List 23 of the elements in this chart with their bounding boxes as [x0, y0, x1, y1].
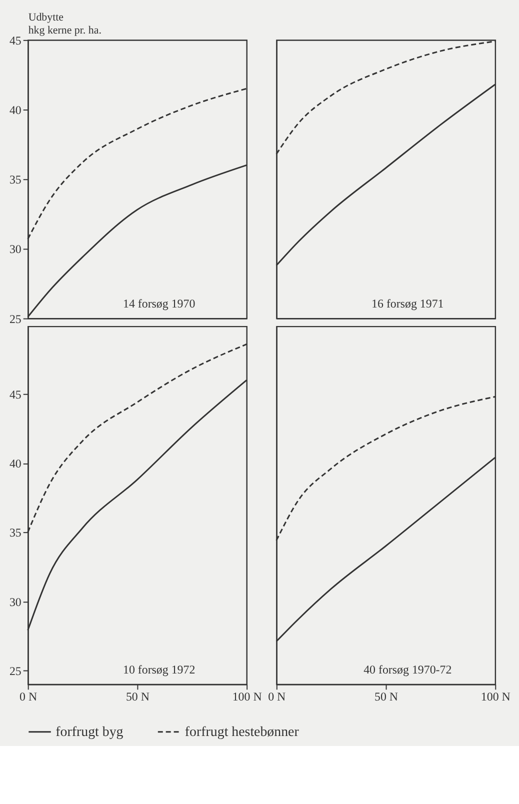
- y-tick-label: 40: [9, 102, 22, 117]
- y-tick-label: 30: [9, 594, 22, 609]
- annotation: 10 forsøg 1972: [122, 662, 196, 676]
- y-tick-label: 40: [9, 456, 22, 471]
- y-tick-label: 25: [9, 664, 22, 678]
- y-tick-label: 45: [9, 33, 22, 48]
- y-axis-title: Udbytte hkg kerne pr. ha.: [28, 12, 102, 36]
- x-tick-label: 100 N: [232, 690, 262, 704]
- y-tick-label: 30: [9, 242, 22, 256]
- y-tick-label: 45: [9, 387, 22, 402]
- legend-label: forfrugt byg: [56, 724, 124, 740]
- y-tick-label: 35: [9, 526, 22, 540]
- x-tick-label: 50 N: [126, 690, 150, 704]
- y-tick-label: 35: [9, 172, 22, 187]
- annotation: 16 forsøg 1971: [372, 296, 444, 310]
- x-tick-label: 0 N: [20, 690, 38, 704]
- y-tick-label: 25: [9, 312, 22, 326]
- x-tick-label: 100 N: [480, 690, 511, 704]
- annotation: 40 forsøg 1970-72: [364, 662, 452, 676]
- x-tick-label: 0 N: [268, 690, 286, 704]
- legend-label: forfrugt hestebønner: [184, 724, 300, 740]
- annotation: 14 forsøg 1970: [122, 296, 196, 310]
- x-tick-label: 50 N: [374, 690, 398, 704]
